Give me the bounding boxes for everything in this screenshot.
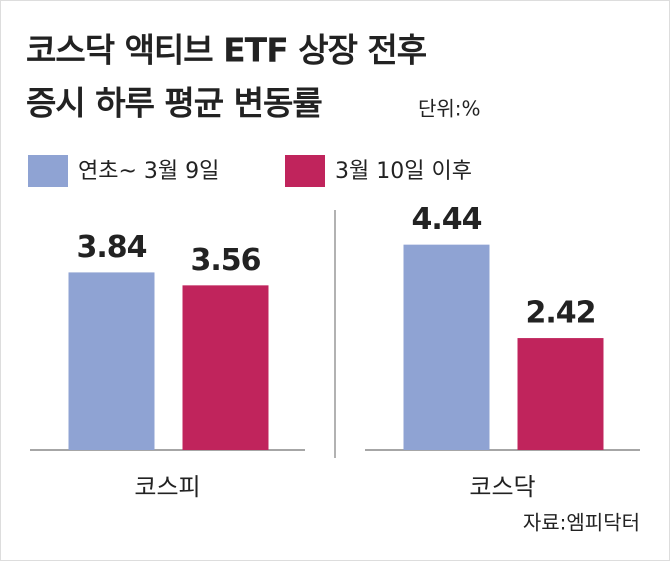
chart-title: 증시 하루 평균 변동률 — [26, 84, 322, 123]
bar — [182, 285, 269, 450]
legend-swatch — [28, 155, 68, 187]
source: 자료:엠피닥터 — [523, 511, 640, 535]
legend-label: 연초~ 3월 9일 — [78, 159, 219, 184]
value-label: 3.84 — [76, 230, 146, 265]
legend-label: 3월 10일 이후 — [335, 159, 472, 184]
x-tick-label: 코스피 — [134, 473, 200, 501]
value-label: 4.44 — [411, 202, 481, 237]
bar — [517, 338, 604, 450]
legend-swatch — [285, 155, 325, 187]
value-label: 2.42 — [525, 296, 595, 331]
bar — [403, 244, 490, 450]
bar — [68, 272, 155, 450]
x-tick-label: 코스닥 — [469, 473, 535, 501]
unit-label: 단위:% — [418, 97, 481, 121]
value-label: 3.56 — [190, 243, 260, 278]
chart-title: 코스닥 액티브 ETF 상장 전후 — [26, 31, 427, 70]
